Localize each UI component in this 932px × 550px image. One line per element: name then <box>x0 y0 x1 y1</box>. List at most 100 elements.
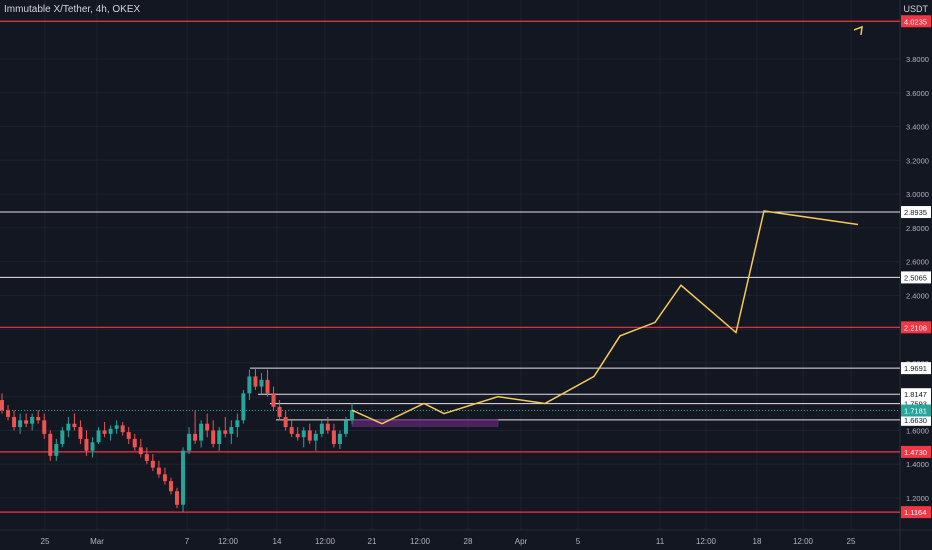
candle-body-36 <box>217 430 222 444</box>
candle-body-14 <box>84 438 89 451</box>
x-tick-label-3: 12:00 <box>218 537 239 546</box>
y-tick-label-2: 1.6000 <box>906 426 929 435</box>
white-price-tag-1-bg <box>901 271 931 284</box>
current-price-tag-bg <box>901 404 931 417</box>
candle-body-43 <box>259 379 264 387</box>
white-price-tag-4-text: 1.7593 <box>904 400 927 409</box>
y-tick-label-6: 2.4000 <box>906 291 929 300</box>
x-tick-label-6: 21 <box>368 537 377 546</box>
red-price-tag-1-bg <box>901 321 931 334</box>
candle-body-12 <box>72 423 77 428</box>
candle-body-16 <box>96 430 101 443</box>
white-price-tag-2-text: 1.9691 <box>904 364 927 373</box>
candle-body-18 <box>108 428 113 434</box>
x-tick-label-14: 12:00 <box>793 537 814 546</box>
candle-body-38 <box>229 427 234 434</box>
white-price-tag-2-bg <box>901 362 931 375</box>
candle-body-23 <box>138 447 143 455</box>
x-tick-label-7: 12:00 <box>410 537 431 546</box>
candle-body-37 <box>223 430 228 434</box>
x-tick-label-2: 7 <box>185 537 190 546</box>
candle-body-27 <box>162 474 167 482</box>
candle-body-7 <box>42 420 47 434</box>
currency-label: USDT <box>903 4 929 14</box>
candle-body-13 <box>78 427 83 439</box>
x-tick-label-15: 25 <box>847 537 856 546</box>
candle-body-49 <box>295 433 300 438</box>
x-tick-label-8: 28 <box>464 537 473 546</box>
x-tick-label-11: 11 <box>656 537 665 546</box>
candle-body-17 <box>102 430 107 434</box>
candle-body-10 <box>60 430 65 444</box>
candle-body-52 <box>313 433 318 441</box>
x-tick-label-1: Mar <box>90 537 104 546</box>
candle-body-29 <box>175 491 179 505</box>
x-tick-label-13: 18 <box>753 537 762 546</box>
candle-body-11 <box>66 423 71 431</box>
y-tick-label-0: 1.2000 <box>906 494 929 503</box>
x-tick-label-0: 25 <box>41 537 50 546</box>
candle-body-31 <box>187 433 192 451</box>
candle-body-5 <box>30 416 35 424</box>
white-price-tag-0-text: 2.8935 <box>904 208 927 217</box>
projection-arrowhead <box>853 25 863 36</box>
x-axis: 25 Mar 7 12:00 14 12:00 21 12:00 28 Apr 5 11 12:00 18… <box>41 537 856 546</box>
red-price-tag-2-bg <box>901 445 931 458</box>
x-tick-label-5: 12:00 <box>315 537 336 546</box>
white-price-tag-5-bg <box>901 413 931 426</box>
x-tick-label-12: 12:00 <box>696 537 717 546</box>
candle-body-32 <box>193 433 198 441</box>
candle-body-2 <box>12 416 17 428</box>
candle-body-58 <box>350 410 354 421</box>
y-tick-label-7: 2.6000 <box>906 258 929 267</box>
y-tick-label-11: 3.4000 <box>906 123 929 132</box>
red-price-tag-1-text: 2.2108 <box>904 323 927 332</box>
y-axis: 1.20001.40001.60001.80002.00002.20002.40… <box>906 55 929 503</box>
candle-body-39 <box>235 420 240 428</box>
candle-body-57 <box>343 420 348 434</box>
candle-body-42 <box>253 376 258 387</box>
y-tick-label-13: 3.8000 <box>906 55 929 64</box>
white-price-tag-3-text: 1.8147 <box>904 390 927 399</box>
x-tick-label-10: 5 <box>576 537 581 546</box>
candle-body-34 <box>205 423 210 431</box>
candle-body-50 <box>301 430 306 438</box>
candle-body-56 <box>337 433 342 444</box>
y-tick-label-10: 3.2000 <box>906 156 929 165</box>
candle-body-3 <box>18 420 23 428</box>
candle-body-30 <box>181 450 186 505</box>
candle-body-54 <box>325 423 330 431</box>
candle-body-9 <box>54 443 59 456</box>
red-price-tag-0-bg <box>901 15 931 28</box>
y-tick-label-1: 1.4000 <box>906 460 929 469</box>
projection-path <box>351 210 859 425</box>
candle-body-6 <box>36 416 41 421</box>
white-price-tag-5-text: 1.6630 <box>904 416 927 425</box>
white-price-tag-3-bg <box>901 388 931 401</box>
candle-body-44 <box>265 379 270 394</box>
x-tick-label-9: Apr <box>515 537 528 546</box>
candle-body-1 <box>6 410 11 417</box>
red-price-tag-3-text: 1.1164 <box>904 508 926 517</box>
candle-body-19 <box>114 425 119 429</box>
candle-body-24 <box>144 454 149 461</box>
white-price-tag-0-bg <box>901 206 931 219</box>
price-labels: 4.0235 2.2108 1.4730 1.1164 2.8935 2.5065 1.96… <box>901 15 931 519</box>
y-tick-label-12: 3.6000 <box>906 89 929 98</box>
current-price-tag-text: 1.7181 <box>904 407 927 416</box>
candle-body-45 <box>271 393 276 407</box>
candle-body-22 <box>132 438 137 448</box>
red-price-tag-2-text: 1.4730 <box>904 448 927 457</box>
candle-body-15 <box>90 442 95 451</box>
candles <box>0 367 354 512</box>
x-tick-label-4: 14 <box>273 537 282 546</box>
candle-body-26 <box>156 467 161 475</box>
white-price-tag-1-text: 2.5065 <box>904 273 927 282</box>
candle-body-51 <box>307 430 312 441</box>
red-price-tag-3-bg <box>901 506 931 519</box>
red-price-tag-0-text: 4.0235 <box>904 17 927 26</box>
y-tick-label-9: 3.0000 <box>906 190 929 199</box>
candle-body-46 <box>277 406 282 417</box>
